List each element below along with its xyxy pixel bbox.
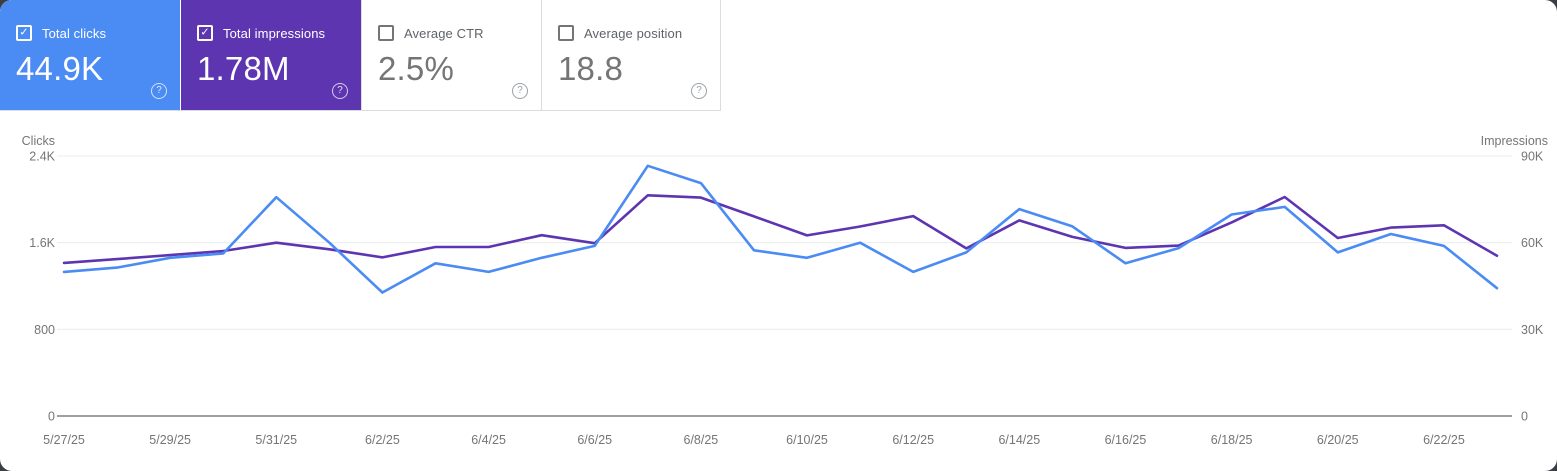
gridlines [57,155,1512,417]
card-average-position-header: Average position [558,25,704,41]
x-tick-label: 6/18/25 [1211,433,1253,447]
y-tick-right: 30K [1521,323,1544,337]
checkbox-unchecked-icon[interactable] [378,25,394,41]
card-total-impressions[interactable]: ✓ Total impressions 1.78M ? [181,0,361,110]
x-tick-label: 6/20/25 [1317,433,1359,447]
y-tick-left: 0 [48,410,55,424]
x-tick-label: 5/29/25 [149,433,191,447]
right-axis-title: Impressions [1481,134,1548,148]
checkbox-checked-icon[interactable]: ✓ [197,25,213,41]
y-tick-right: 60K [1521,236,1544,250]
card-average-ctr[interactable]: Average CTR 2.5% ? [361,0,541,110]
y-tick-right: 90K [1521,150,1544,164]
y-tick-left: 2.4K [29,150,55,164]
x-tick-label: 5/27/25 [43,433,85,447]
x-tick-label: 6/6/25 [577,433,612,447]
metric-cards-row: ✓ Total clicks 44.9K ? ✓ Total impressio… [0,0,721,111]
card-label: Average CTR [404,25,484,41]
card-value: 2.5% [378,50,455,87]
question-mark-glyph: ? [696,85,702,96]
help-icon[interactable]: ? [691,83,707,99]
card-value: 18.8 [558,50,624,87]
card-label: Total clicks [42,25,107,41]
y-tick-left: 1.6K [29,236,55,250]
x-tick-label: 6/2/25 [365,433,400,447]
clicks-line [62,164,1499,294]
x-tick-label: 6/12/25 [892,433,934,447]
question-mark-glyph: ? [337,85,343,96]
card-value: 44.9K [16,50,104,87]
y-axis-left-labels: 2.4K 1.6K 800 0 [29,150,55,424]
x-axis-labels: 5/27/25 5/29/25 5/31/25 6/2/25 6/4/25 6/6/25 6… [43,433,1465,447]
help-icon[interactable]: ? [332,83,348,99]
x-tick-label: 6/14/25 [998,433,1040,447]
help-icon[interactable]: ? [512,83,528,99]
question-mark-glyph: ? [517,85,523,96]
card-total-clicks-header: ✓ Total clicks [16,25,164,41]
checkmark-icon: ✓ [19,26,29,38]
card-label: Average position [584,25,683,41]
card-average-position[interactable]: Average position 18.8 ? [541,0,721,110]
y-tick-right: 0 [1521,410,1528,424]
card-average-ctr-header: Average CTR [378,25,525,41]
checkbox-checked-icon[interactable]: ✓ [16,25,32,41]
card-total-clicks[interactable]: ✓ Total clicks 44.9K ? [0,0,180,110]
y-axis-right-labels: 90K 60K 30K 0 [1521,150,1544,424]
card-value: 1.78M [197,50,290,87]
checkmark-icon: ✓ [200,26,210,38]
help-icon[interactable]: ? [151,83,167,99]
card-label: Total impressions [223,25,326,41]
x-tick-label: 6/10/25 [786,433,828,447]
x-tick-label: 5/31/25 [255,433,297,447]
question-mark-glyph: ? [156,85,162,96]
x-tick-label: 6/22/25 [1423,433,1465,447]
y-tick-left: 800 [34,323,55,337]
x-tick-label: 6/4/25 [471,433,506,447]
card-total-impressions-header: ✓ Total impressions [197,25,345,41]
left-axis-title: Clicks [22,134,55,148]
x-tick-label: 6/16/25 [1105,433,1147,447]
x-tick-label: 6/8/25 [684,433,719,447]
checkbox-unchecked-icon[interactable] [558,25,574,41]
